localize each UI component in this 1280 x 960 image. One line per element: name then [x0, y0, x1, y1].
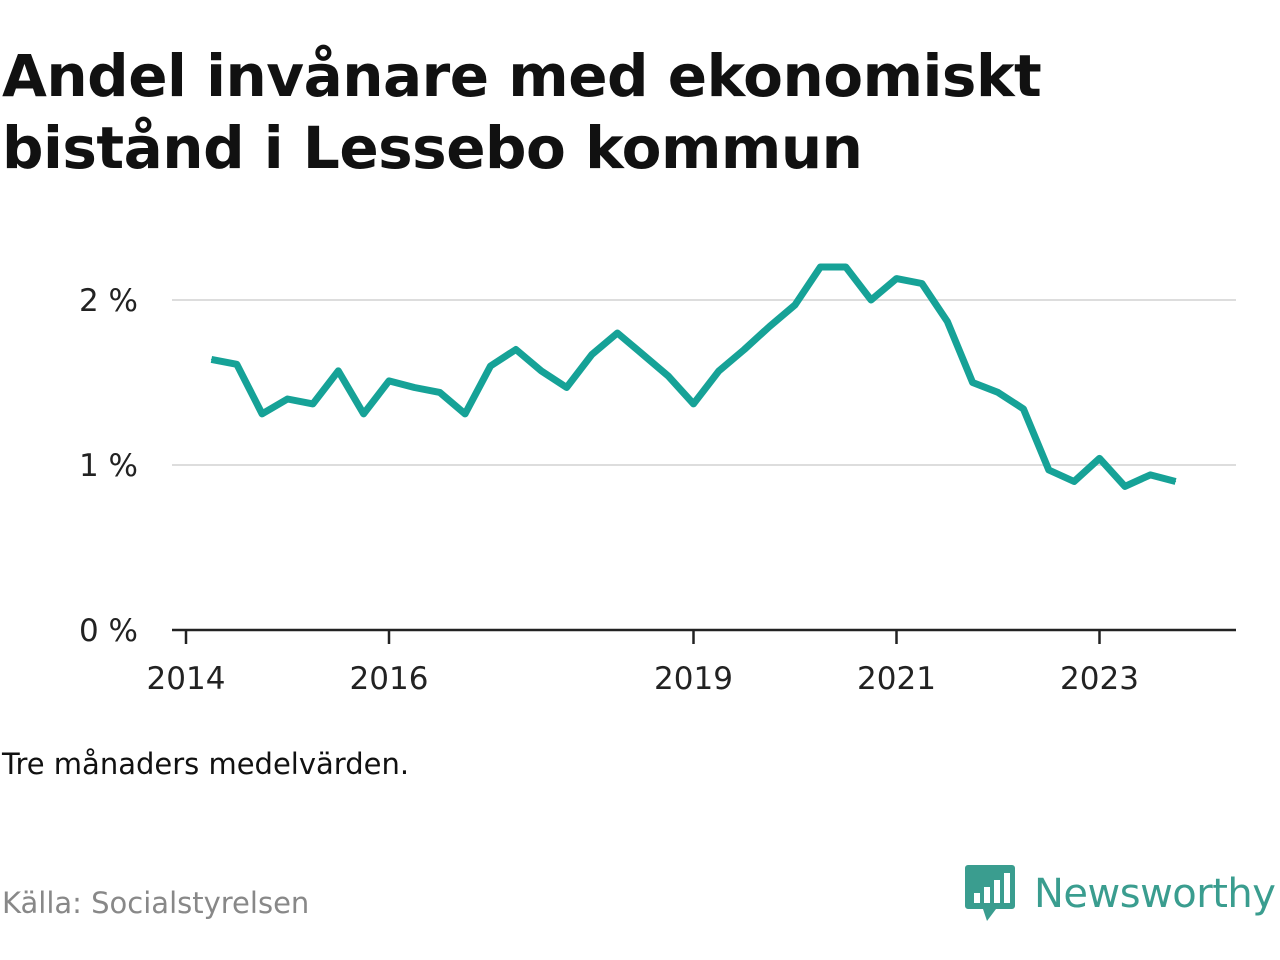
- data-point: [845, 266, 847, 268]
- source-text: Källa: Socialstyrelsen: [2, 886, 310, 920]
- data-point: [1175, 481, 1177, 482]
- data-point: [743, 349, 745, 350]
- gridlines: [172, 299, 1236, 466]
- line-chart: 2014 2016 2019 2021 2023 0 % 1 % 2 %: [79, 263, 1236, 697]
- data-point: [819, 266, 821, 268]
- data-point: [1048, 469, 1050, 471]
- x-axis: 2014 2016 2019 2021 2023: [147, 628, 1236, 697]
- x-tick-label: 2014: [147, 661, 226, 697]
- data-point: [1073, 481, 1075, 482]
- data-point: [236, 363, 238, 365]
- data-point: [464, 413, 466, 415]
- data-point: [921, 283, 923, 284]
- data-point: [972, 382, 974, 383]
- data-point: [439, 391, 441, 393]
- brand-logo: Newsworthy: [964, 862, 1276, 926]
- data-point: [287, 398, 288, 400]
- data-point: [693, 403, 694, 405]
- data-point: [616, 332, 618, 334]
- data-point: [794, 304, 796, 306]
- y-tick-label: 1 %: [79, 448, 138, 484]
- y-tick-label: 0 %: [79, 613, 138, 649]
- data-point: [261, 413, 263, 415]
- data-point: [591, 353, 593, 355]
- x-tick-label: 2021: [857, 661, 936, 697]
- data-point: [566, 387, 568, 388]
- x-tick-label: 2023: [1060, 661, 1139, 697]
- data-point: [1149, 474, 1151, 476]
- data-point: [363, 413, 365, 415]
- data-point: [490, 365, 491, 367]
- data-point: [1124, 485, 1126, 487]
- data-point: [667, 375, 669, 377]
- data-point: [997, 391, 999, 393]
- data-point: [642, 353, 644, 355]
- data-point: [1099, 457, 1100, 459]
- y-tick-label: 2 %: [79, 283, 138, 319]
- bar-chart-speech-bubble-icon: [965, 865, 1015, 921]
- data-point: [718, 370, 720, 372]
- data-point: [1022, 408, 1024, 410]
- data-point: [896, 278, 897, 280]
- data-point: [870, 299, 872, 301]
- data-point: [312, 403, 314, 405]
- data-point: [388, 380, 390, 382]
- data-point: [540, 370, 542, 372]
- data-point: [946, 320, 948, 322]
- data-point: [210, 358, 212, 360]
- chart-title: Andel invånare med ekonomiskt bistånd i …: [2, 42, 1042, 182]
- data-point: [413, 387, 415, 388]
- y-axis-labels: 0 % 1 % 2 %: [79, 283, 138, 649]
- x-tick-label: 2016: [350, 661, 429, 697]
- x-tick-label: 2019: [654, 661, 733, 697]
- data-point: [515, 349, 517, 350]
- data-point: [769, 325, 771, 327]
- data-point: [337, 370, 339, 372]
- brand-name: Newsworthy: [1034, 871, 1276, 917]
- chart-note: Tre månaders medelvärden.: [2, 747, 410, 781]
- series-layer: [210, 263, 1177, 490]
